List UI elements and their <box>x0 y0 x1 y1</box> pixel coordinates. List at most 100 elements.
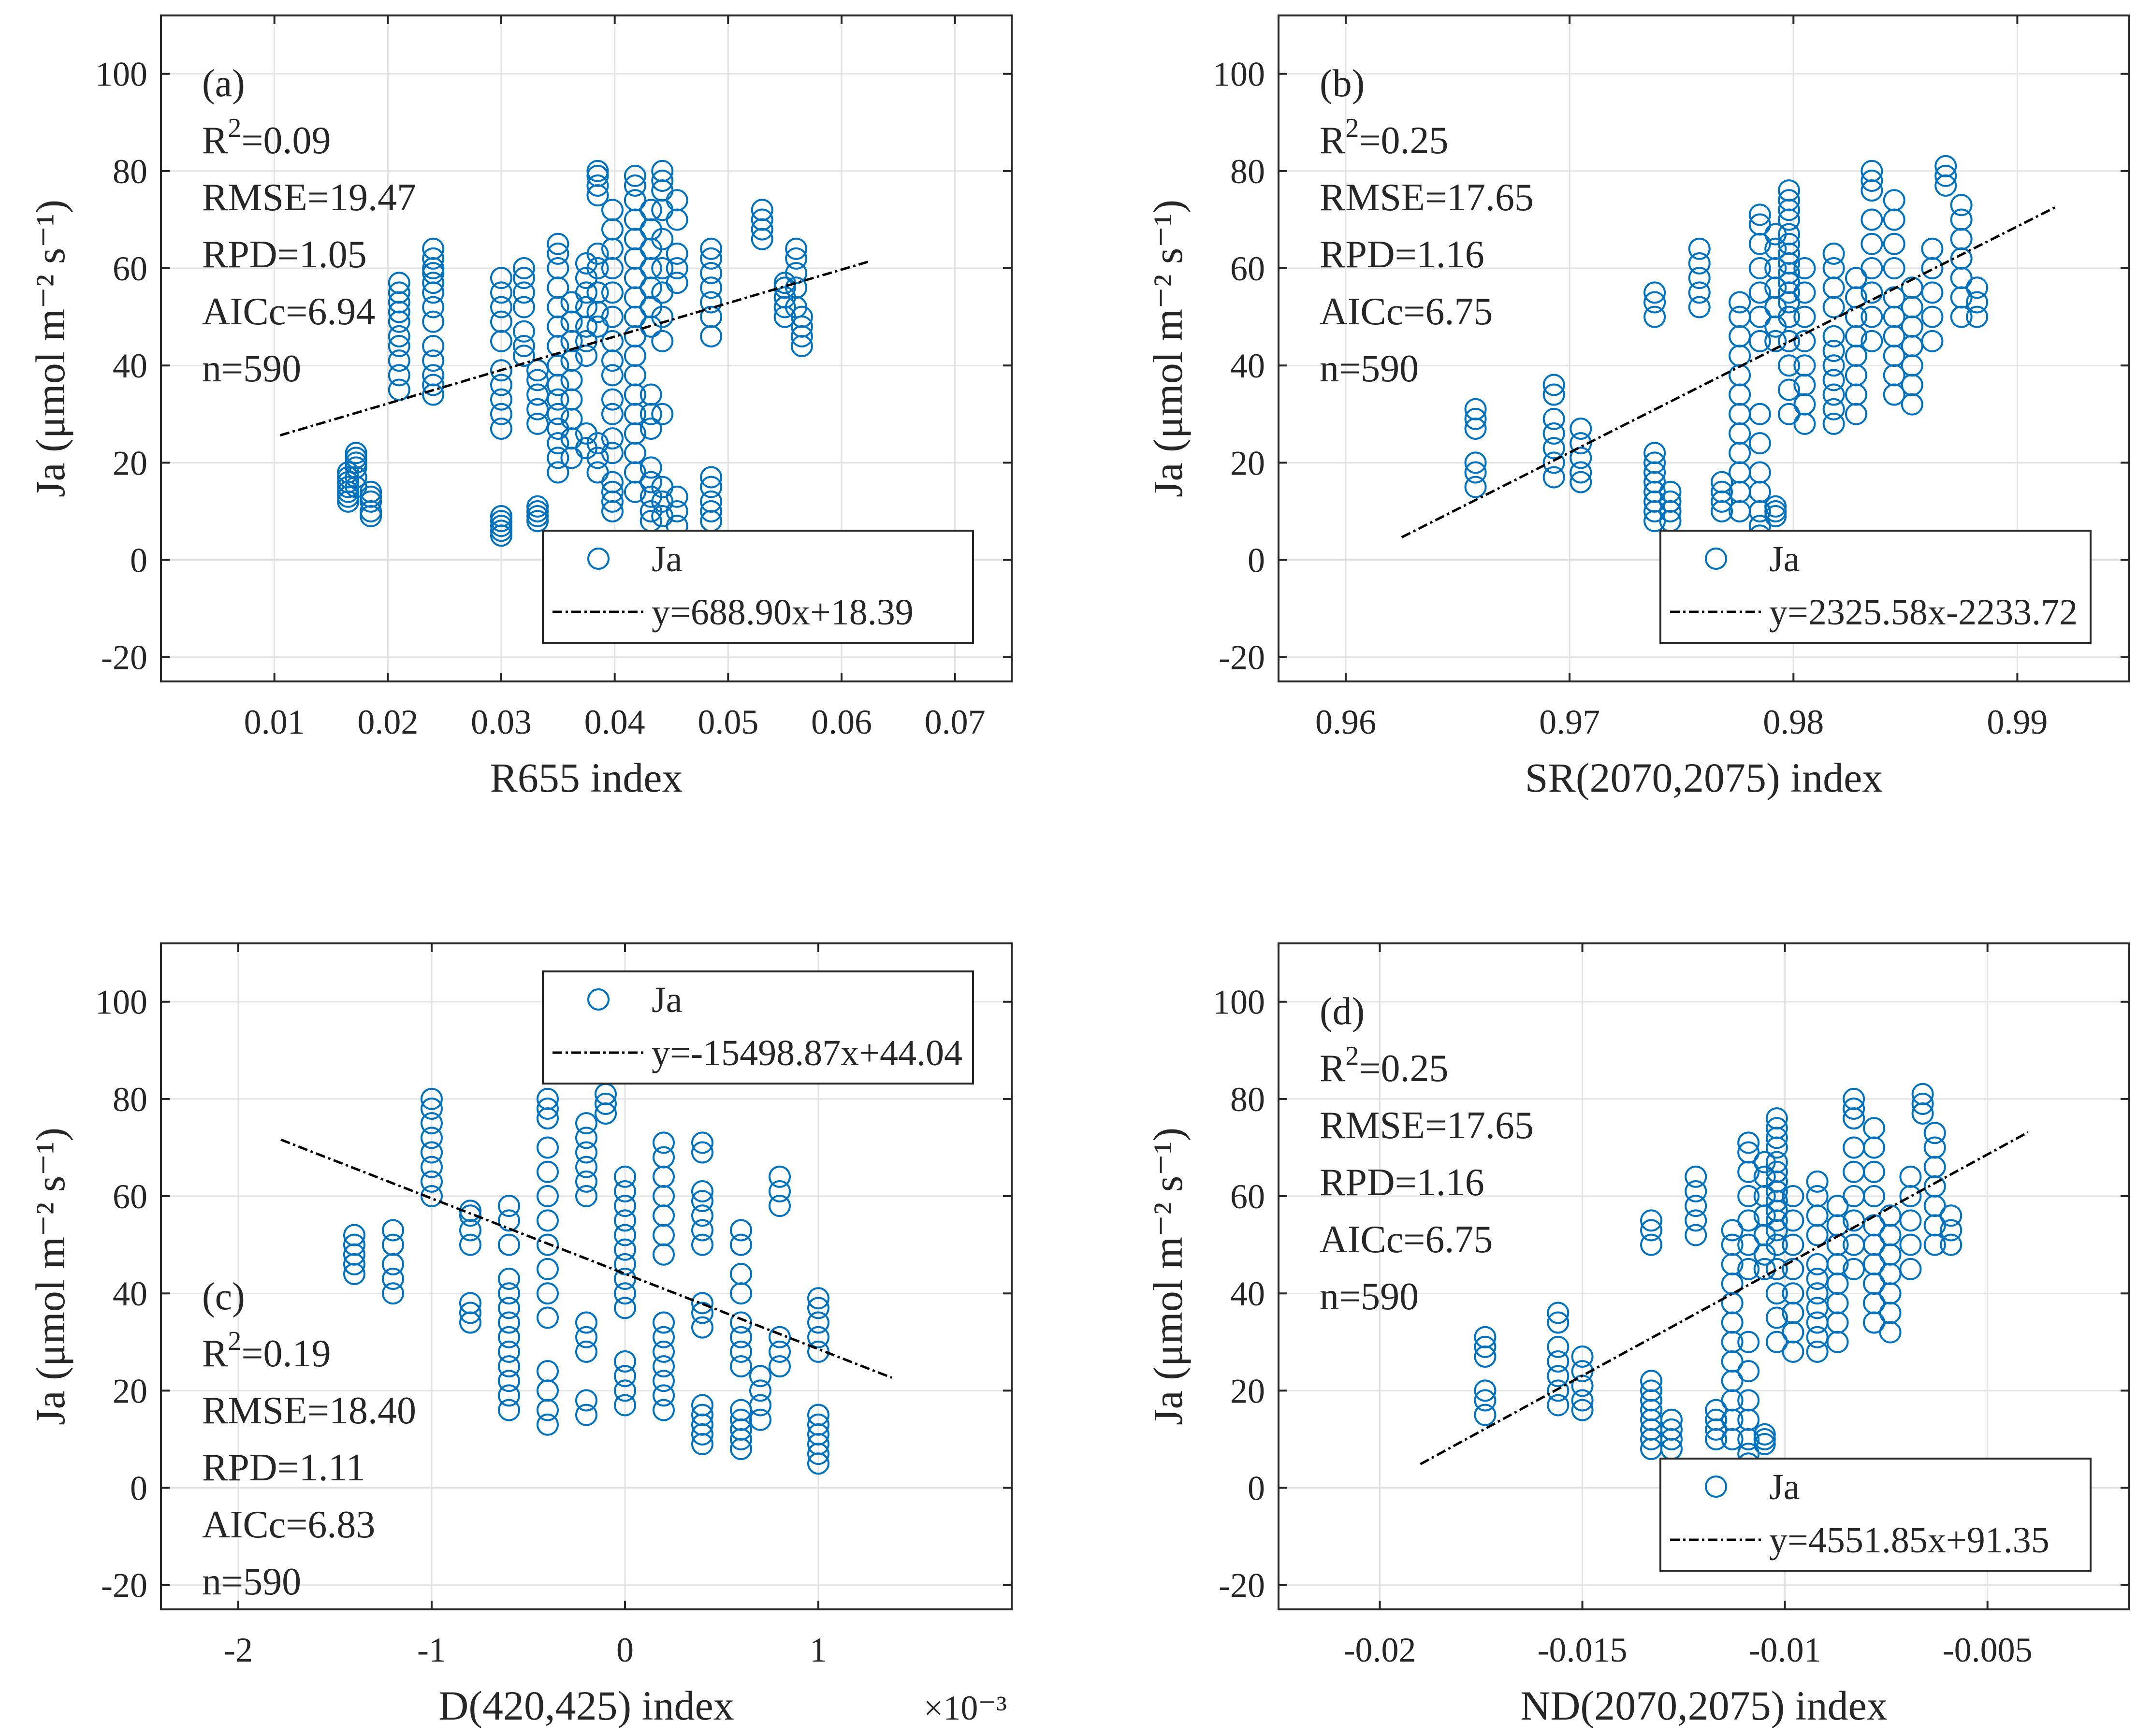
data-point <box>498 1282 520 1305</box>
y-tick-label: 20 <box>1230 1372 1265 1410</box>
legend-label-fit: y=688.90x+18.39 <box>652 592 914 633</box>
data-point <box>498 1370 520 1392</box>
data-point <box>614 1253 636 1275</box>
data-point <box>575 1403 597 1426</box>
data-point <box>422 310 445 333</box>
data-point <box>807 1413 829 1436</box>
data-point <box>1688 267 1711 289</box>
legend-label-scatter: Ja <box>1769 1467 1800 1507</box>
data-point <box>382 1219 404 1242</box>
y-tick-label: 60 <box>113 1177 147 1216</box>
data-point <box>1782 1258 1804 1280</box>
data-point <box>614 1350 636 1373</box>
data-point <box>526 510 549 533</box>
data-point <box>575 296 597 318</box>
data-point <box>614 1209 636 1232</box>
data-point <box>388 272 410 294</box>
data-point <box>1921 305 1944 328</box>
data-point <box>345 451 367 474</box>
data-point <box>1542 383 1565 406</box>
legend-marker-circle <box>587 548 610 570</box>
data-point <box>1571 1399 1594 1421</box>
data-point <box>653 1355 675 1378</box>
data-point <box>1643 442 1666 464</box>
data-point <box>422 272 445 294</box>
data-point <box>1845 267 1867 289</box>
scatter-series <box>1474 1083 1963 1475</box>
data-point <box>1571 1345 1594 1368</box>
data-point <box>691 1316 713 1339</box>
x-tick-label: -1 <box>417 1631 446 1669</box>
data-point <box>1643 291 1666 314</box>
data-point <box>1542 466 1565 489</box>
ticks: -2 -1 0 1 -20 0 20 40 60 80 100 <box>95 943 1012 1669</box>
data-point <box>1474 1389 1497 1412</box>
r-squared-symbol: R <box>1320 1047 1346 1090</box>
data-point <box>749 1408 771 1431</box>
data-point <box>422 237 445 260</box>
data-point <box>666 272 688 294</box>
data-point <box>666 257 688 280</box>
data-point <box>575 1389 597 1412</box>
data-point <box>614 1297 636 1319</box>
y-axis-label: Ja (μmol m⁻² s⁻¹) <box>1145 200 1191 497</box>
legend: Ja y=-15498.87x+44.04 <box>542 970 974 1085</box>
data-point <box>537 1209 559 1232</box>
y-tick-label: 60 <box>1230 249 1265 288</box>
data-point <box>595 1092 617 1115</box>
data-point <box>1901 276 1923 299</box>
data-point <box>807 1326 829 1348</box>
data-point <box>1822 242 1845 265</box>
rpd-text: RPD=1.16 <box>1320 233 1484 276</box>
data-point <box>459 1233 481 1256</box>
r-squared-value: =0.09 <box>241 119 331 162</box>
data-point <box>575 1185 597 1208</box>
data-point <box>653 1384 675 1407</box>
data-point <box>1721 1233 1744 1256</box>
data-point <box>388 349 410 372</box>
data-point <box>547 461 569 484</box>
data-point <box>1542 422 1565 445</box>
x-tick-label: -0.01 <box>1749 1631 1821 1669</box>
data-point <box>498 1195 520 1217</box>
r-squared-exponent: 2 <box>228 113 241 143</box>
data-point <box>1899 1209 1922 1232</box>
data-point <box>1899 1258 1922 1280</box>
data-point <box>1966 305 1989 328</box>
stats-block: (b) R2=0.25 RMSE=17.65 RPD=1.16 AICc=6.75 n=5… <box>1320 62 1534 390</box>
data-point <box>730 1355 752 1378</box>
panel-label: (b) <box>1320 62 1365 105</box>
legend-label-scatter: Ja <box>1769 539 1800 579</box>
data-point <box>730 1326 752 1348</box>
data-point <box>1806 1170 1829 1193</box>
rmse-text: RMSE=17.65 <box>1320 1104 1534 1147</box>
y-tick-label: -20 <box>101 1566 147 1605</box>
data-point <box>512 281 535 304</box>
data-point <box>422 349 445 372</box>
data-point <box>498 1233 520 1256</box>
x-tick-label: 0.07 <box>925 703 986 741</box>
data-point <box>1861 281 1883 304</box>
data-point <box>459 1302 481 1324</box>
data-point <box>700 500 723 522</box>
y-axis-label: Ja (μmol m⁻² s⁻¹) <box>1145 1128 1191 1425</box>
y-tick-label: 60 <box>1230 1177 1265 1216</box>
data-point <box>1688 296 1711 318</box>
data-point <box>490 520 512 542</box>
data-point <box>1826 1195 1849 1217</box>
data-point <box>807 1311 829 1334</box>
data-point <box>421 1097 443 1120</box>
y-tick-label: -20 <box>1219 1566 1265 1605</box>
data-point <box>1748 330 1771 352</box>
data-point <box>490 267 512 289</box>
legend-label-fit: y=4551.85x+91.35 <box>1769 1520 2050 1561</box>
data-point <box>785 262 808 285</box>
aicc-text: AICc=6.83 <box>202 1504 375 1546</box>
rpd-text: RPD=1.11 <box>202 1447 365 1489</box>
data-point <box>586 164 609 187</box>
data-point <box>498 1355 520 1378</box>
sample-count-text: n=590 <box>202 1561 301 1603</box>
data-point <box>382 1282 404 1305</box>
x-tick-label: 0.01 <box>244 703 305 741</box>
data-point <box>614 1394 636 1417</box>
